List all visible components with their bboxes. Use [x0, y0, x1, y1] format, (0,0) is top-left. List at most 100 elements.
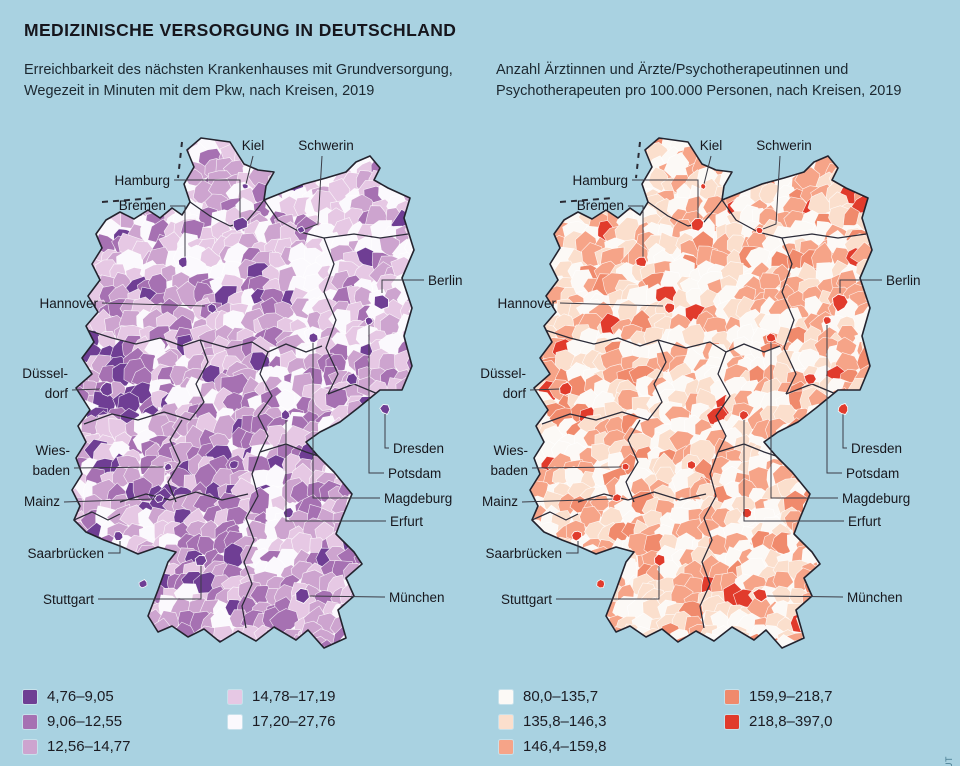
district-cell: [345, 517, 368, 548]
district-cell: [334, 138, 359, 140]
city-district: [687, 460, 696, 470]
district-cell: [851, 138, 872, 159]
district-cell: [72, 195, 93, 228]
district-cell: [438, 213, 456, 232]
city-label-potsdam: Potsdam: [388, 466, 441, 481]
district-cell: [530, 258, 540, 281]
district-cell: [381, 628, 407, 648]
district-cell: [404, 391, 414, 412]
district-cell: [279, 138, 302, 140]
district-cell: [795, 451, 821, 470]
district-cell: [431, 355, 452, 376]
district-cell: [556, 615, 579, 635]
state-border-line: [86, 329, 201, 347]
district-cell: [605, 138, 627, 158]
district-cell: [530, 635, 556, 648]
district-cell: [72, 140, 89, 164]
district-cell: [821, 532, 846, 554]
district-cell: [262, 148, 283, 168]
district-cell: [530, 138, 553, 154]
district-cell: [358, 467, 384, 496]
district-cell: [818, 600, 843, 625]
district-cell: [530, 138, 539, 155]
district-cell: [342, 531, 364, 553]
district-cell: [839, 625, 865, 648]
district-cell: [135, 138, 159, 151]
district-cell: [538, 623, 561, 647]
district-cell: [366, 596, 388, 619]
district-cell: [418, 180, 440, 202]
district-cell: [358, 406, 383, 428]
district-cell: [530, 167, 534, 189]
legend-item: 218,8–397,0: [725, 709, 832, 734]
district-cell: [353, 546, 384, 575]
district-cell: [405, 138, 414, 139]
district-cell: [560, 138, 590, 143]
district-cell: [409, 159, 414, 183]
district-cell: [827, 546, 855, 575]
district-cell: [198, 640, 223, 648]
district-cell: [538, 614, 560, 637]
district-cell: [429, 523, 455, 543]
district-cell: [695, 650, 718, 672]
district-cell: [868, 536, 872, 561]
district-cell: [435, 225, 457, 245]
district-cell: [362, 521, 382, 545]
district-cell: [397, 416, 414, 437]
legend-range-label: 12,56–14,77: [47, 738, 131, 755]
district-cell: [406, 651, 429, 672]
city-label-hannover: Hannover: [39, 296, 98, 311]
district-cell: [62, 651, 82, 671]
district-cell: [883, 422, 902, 440]
district-cell: [133, 116, 154, 135]
district-cell: [428, 411, 457, 441]
district-cell: [418, 174, 442, 191]
legend-item: 14,78–17,19: [228, 684, 335, 709]
district-cell: [862, 545, 872, 565]
district-cell: [398, 563, 414, 586]
district-cell: [395, 143, 414, 163]
district-cell: [411, 624, 414, 648]
district-cell: [530, 214, 552, 237]
district-cell: [592, 559, 616, 585]
district-cell: [72, 138, 81, 145]
legend-range-label: 14,78–17,19: [252, 688, 336, 705]
district-cell: [394, 408, 414, 430]
district-cell: [364, 575, 392, 600]
district-cell: [108, 583, 135, 609]
district-cell: [814, 429, 842, 454]
district-cell: [360, 497, 382, 520]
district-cell: [427, 643, 446, 661]
district-cell: [78, 637, 101, 648]
city-label-mnchen: München: [389, 590, 445, 605]
district-cell: [83, 199, 104, 218]
district-cell: [373, 112, 397, 137]
district-cell: [723, 138, 748, 147]
district-cell: [108, 639, 135, 648]
district-cell: [738, 653, 759, 674]
district-cell: [818, 401, 842, 429]
district-cell: [550, 172, 573, 198]
district-cell: [406, 351, 414, 378]
state-border-line: [323, 237, 339, 395]
district-cell: [72, 604, 76, 628]
district-cell: [582, 642, 606, 648]
city-marker-dsseldorf: [99, 381, 113, 397]
choropleth-map-hospital-access: Kiel Schwerin Hamburg Bremen Hannover Berlin D…: [22, 137, 463, 672]
district-cell: [433, 198, 456, 223]
city-marker-dresden: [837, 403, 849, 415]
district-cell: [87, 138, 108, 152]
state-border-line: [73, 511, 121, 521]
district-cell: [875, 560, 898, 584]
district-cell: [887, 303, 912, 328]
district-cell: [530, 612, 533, 635]
district-cell: [420, 414, 443, 436]
district-cell: [72, 263, 81, 286]
district-cell: [279, 649, 299, 670]
district-cell: [811, 609, 839, 638]
legend-swatch: [725, 689, 739, 704]
district-cell: [72, 193, 81, 217]
subtitle-line: Erreichbarkeit des nächsten Krankenhause…: [24, 62, 453, 78]
district-cell: [110, 138, 135, 139]
